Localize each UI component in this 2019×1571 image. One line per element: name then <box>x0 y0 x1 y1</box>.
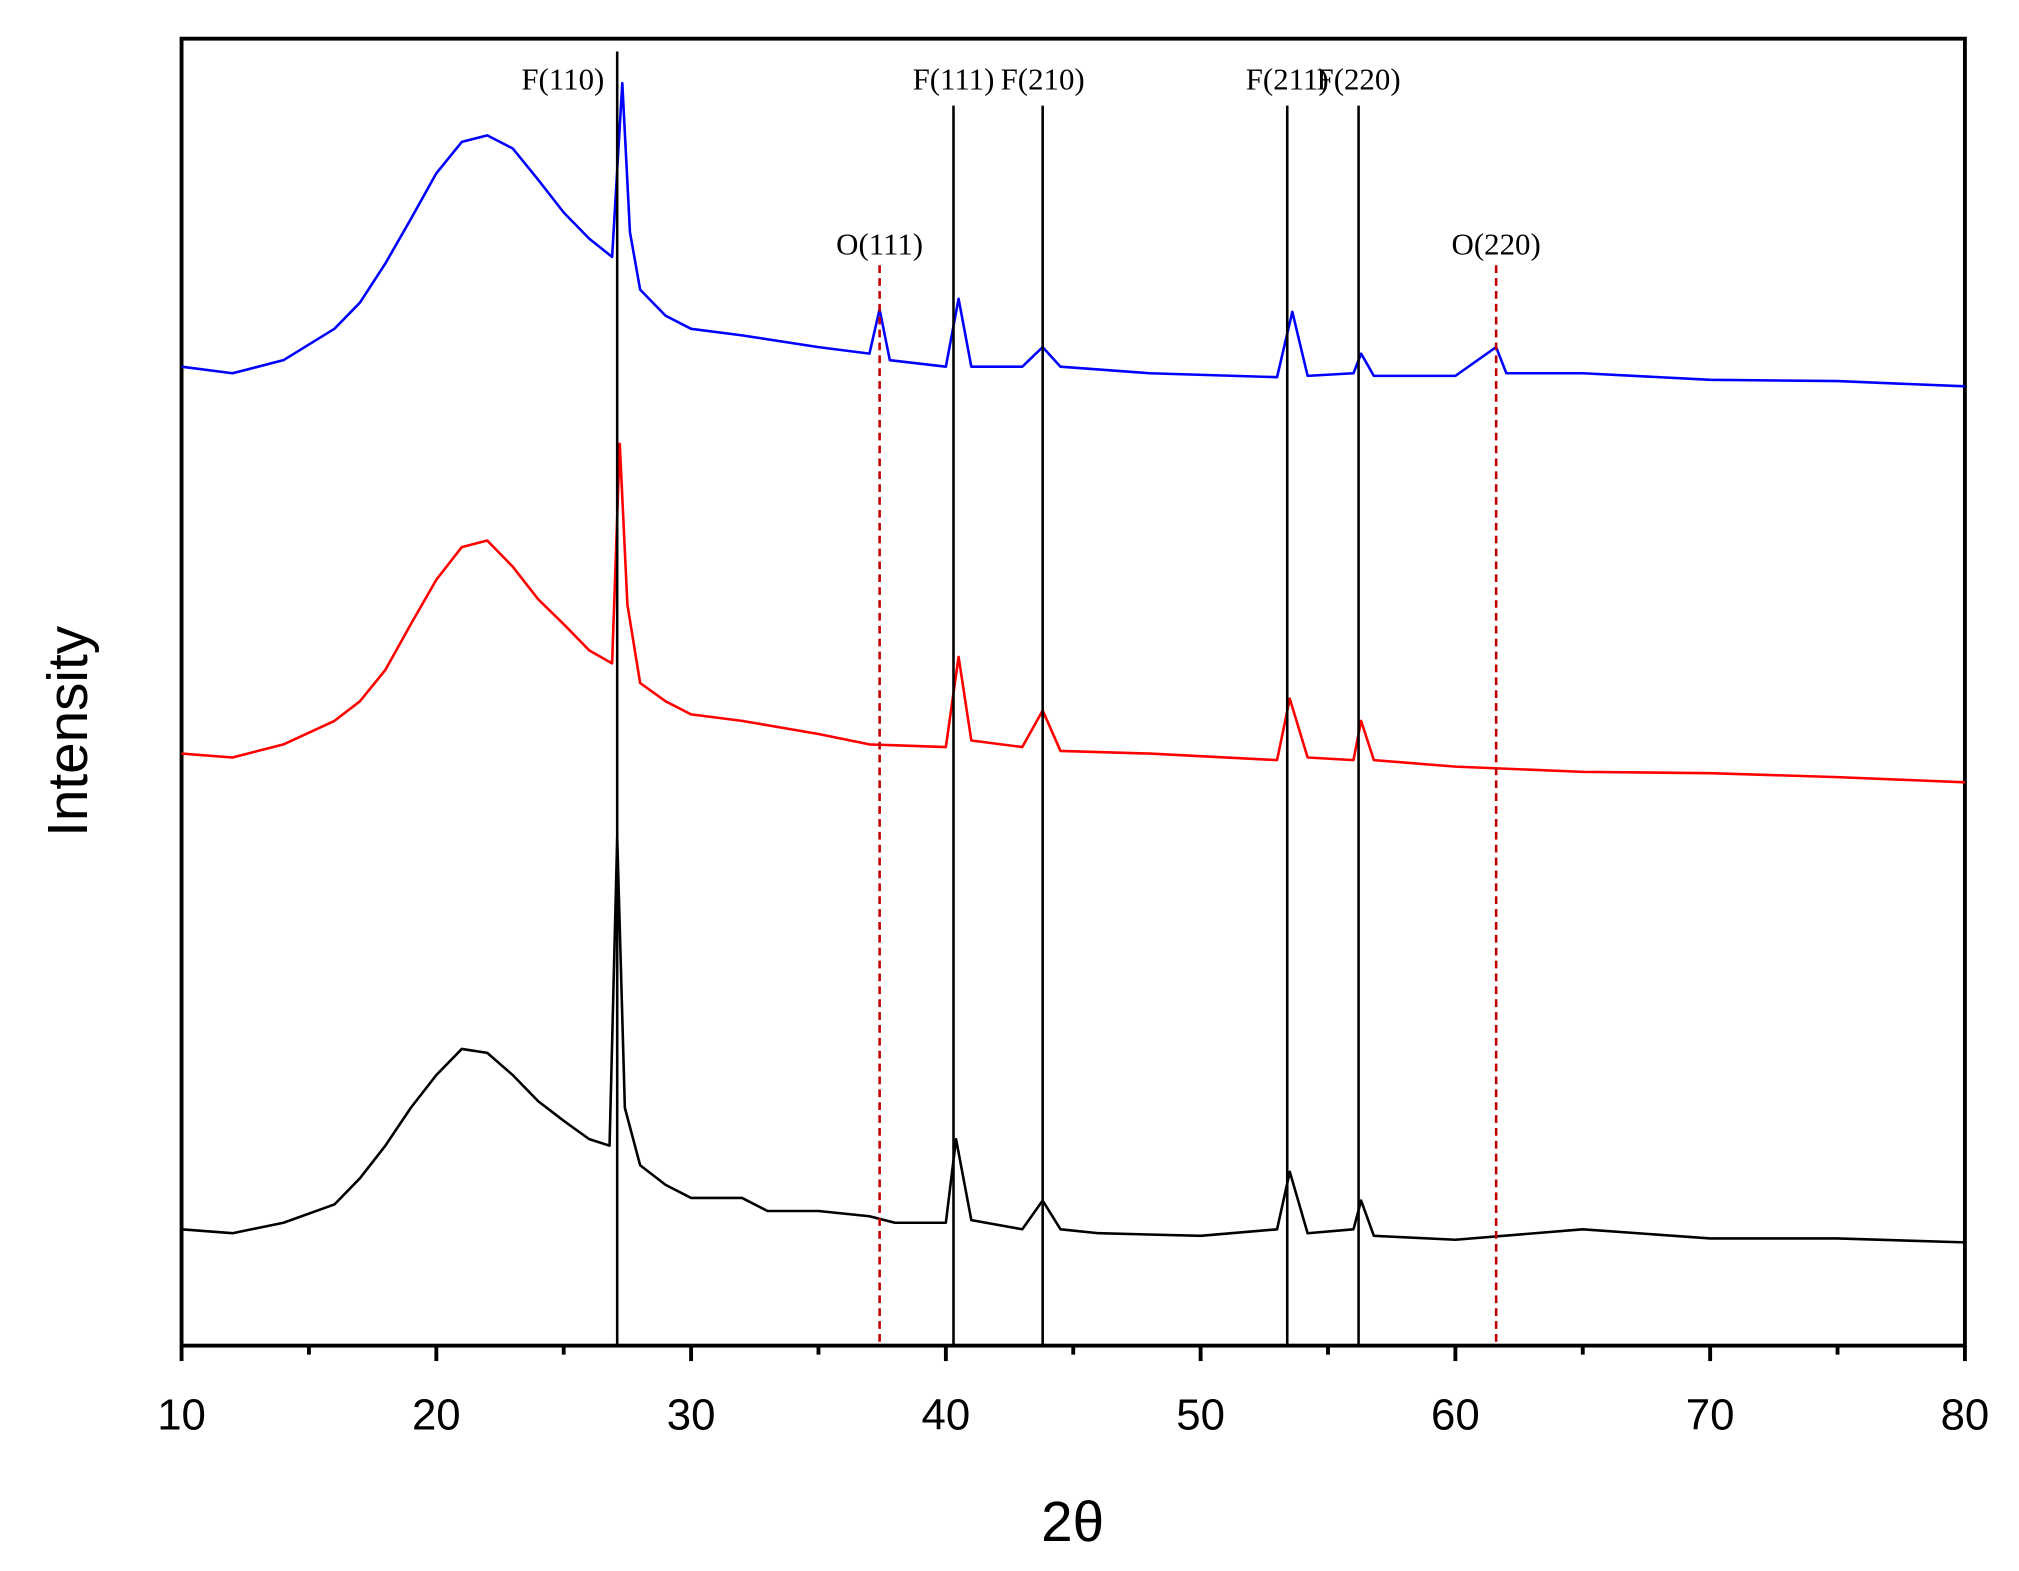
x-tick-label: 70 <box>1686 1390 1735 1439</box>
x-tick-label: 30 <box>667 1390 716 1439</box>
plot-frame <box>179 36 1967 1348</box>
reference-label: O(111) <box>836 226 923 261</box>
y-axis-title: Intensity <box>37 625 100 837</box>
x-tick-label: 50 <box>1176 1390 1225 1439</box>
xrd-pattern <box>181 442 1965 784</box>
xrd-pattern <box>181 81 1965 388</box>
reference-label: F(111) <box>913 62 995 97</box>
reference-label: F(211) <box>1246 62 1329 97</box>
x-tick-label: 40 <box>922 1390 971 1439</box>
xrd-pattern <box>181 835 1965 1244</box>
reference-label: F(210) <box>1001 62 1085 97</box>
reference-label: F(220) <box>1317 62 1401 97</box>
reference-label: F(110) <box>521 62 604 97</box>
x-tick-label: 60 <box>1431 1390 1480 1439</box>
reference-label: O(220) <box>1452 226 1541 261</box>
x-tick-label: 20 <box>412 1390 461 1439</box>
x-axis-title: 2θ <box>1041 1491 1104 1554</box>
x-tick-label: 10 <box>157 1390 206 1439</box>
x-tick-label: 80 <box>1941 1390 1990 1439</box>
